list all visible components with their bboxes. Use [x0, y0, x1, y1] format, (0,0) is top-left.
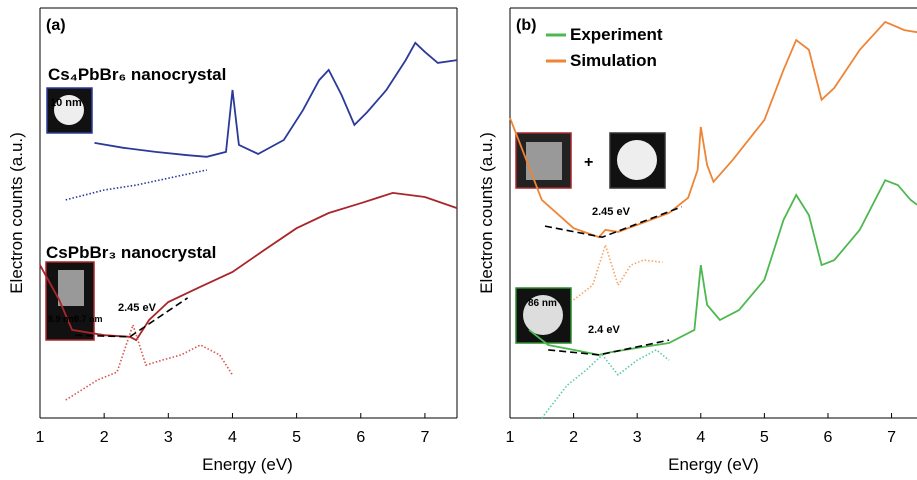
annotation: 10 nm: [50, 97, 82, 109]
x-tick-label: 2: [100, 429, 109, 446]
x-tick-label: 6: [824, 429, 833, 446]
x-axis-label: Energy (eV): [668, 455, 759, 474]
data-line: [574, 245, 663, 300]
legend-label: Experiment: [570, 25, 663, 44]
annotation: 2.45 eV: [118, 302, 157, 314]
panel-label: (b): [516, 17, 536, 34]
data-line: [95, 43, 458, 157]
annotation: 8.9 nm: [48, 314, 77, 324]
x-tick-label: 3: [633, 429, 642, 446]
data-line: [66, 170, 207, 200]
x-tick-label: 1: [506, 429, 515, 446]
data-line: [542, 350, 669, 418]
x-axis-label: Energy (eV): [202, 455, 293, 474]
data-line: [40, 193, 457, 340]
x-tick-label: 5: [760, 429, 769, 446]
y-axis-label: Electron counts (a.u.): [7, 132, 26, 294]
x-tick-label: 4: [696, 429, 705, 446]
x-tick-label: 7: [887, 429, 896, 446]
x-tick-label: 6: [356, 429, 365, 446]
y-axis-label: Electron counts (a.u.): [477, 132, 496, 294]
annotation: 2.4 eV: [588, 324, 620, 336]
figure: 1 2 3 4 5 6 7 Energy (eV) Electron counts (a.u.)…: [0, 0, 917, 475]
annotation: Cs₄PbBr₆ nanocrystal: [48, 65, 226, 84]
inset-particle: [58, 270, 84, 306]
x-tick-label: 2: [569, 429, 578, 446]
annotation: 2.45 eV: [592, 206, 631, 218]
x-tick-label: 7: [420, 429, 429, 446]
x-tick-label: 3: [164, 429, 173, 446]
x-tick-label: 5: [292, 429, 301, 446]
panel-label: (a): [46, 17, 66, 34]
inset-particle: [617, 140, 657, 180]
annotation: 86 nm: [528, 298, 557, 309]
annotation: 9.7 nm: [74, 314, 103, 324]
annotation: CsPbBr₃ nanocrystal: [46, 243, 216, 262]
legend-label: Simulation: [570, 51, 657, 70]
annotation: +: [584, 154, 593, 171]
x-tick-label: 4: [228, 429, 237, 446]
x-tick-label: 1: [36, 429, 45, 446]
